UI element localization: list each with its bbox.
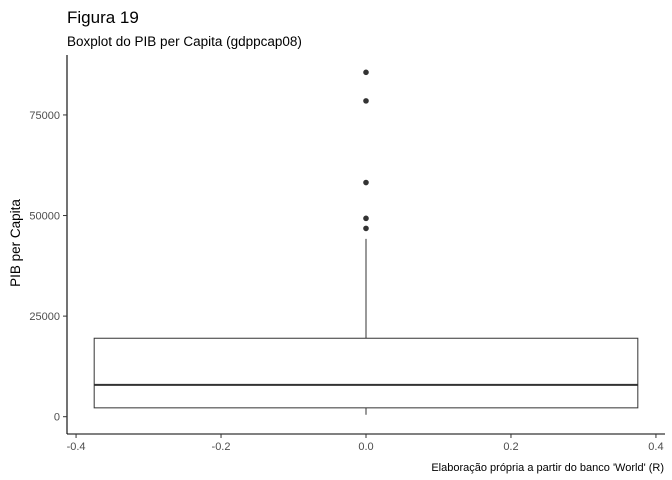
outlier-point: [363, 179, 369, 186]
plot-area: 0 25000 50000 75000 -0.4 -0.2 0.0 0.2 0.4: [29, 55, 665, 453]
chart-subtitle: Boxplot do PIB per Capita (gdppcap08): [67, 34, 302, 49]
outlier-point: [363, 215, 369, 222]
x-tick-label: 0.4: [648, 441, 663, 453]
x-tick-label: -0.4: [67, 441, 86, 453]
chart-title: Figura 19: [67, 8, 139, 27]
outlier-point: [363, 98, 369, 104]
y-tick-label: 0: [54, 412, 60, 424]
y-axis-title: PIB per Capita: [8, 199, 23, 287]
y-tick-label: 25000: [29, 311, 60, 323]
x-tick-label: -0.2: [212, 441, 231, 453]
chart-caption: Elaboração própria a partir do banco 'Wo…: [431, 462, 664, 474]
x-tick-label: 0.2: [503, 441, 518, 453]
y-tick-label: 50000: [29, 211, 60, 223]
outlier-point: [363, 225, 369, 232]
iqr-box: [93, 337, 639, 409]
outlier-point: [363, 69, 369, 76]
y-tick-label: 75000: [29, 110, 60, 122]
x-tick-label: 0.0: [358, 441, 373, 453]
